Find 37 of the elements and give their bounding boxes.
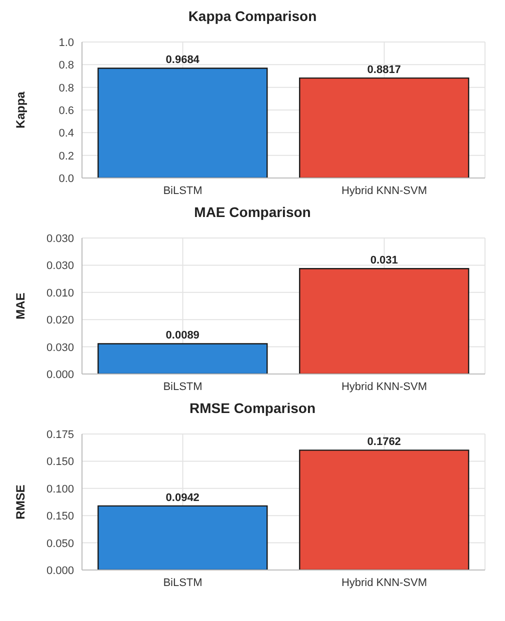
text: 0.000 [46, 369, 74, 381]
x-tick-label: Hybrid KNN-SVM [341, 576, 428, 589]
text: 0.0 [58, 173, 74, 185]
text: 0.150 [46, 456, 74, 468]
text: 0.175 [46, 429, 74, 441]
text: 0.030 [46, 233, 74, 245]
data-label: 0.0089 [166, 330, 200, 342]
data-label: 0.9684 [166, 54, 200, 66]
text: 0.150 [46, 510, 74, 523]
x-tick-label: BiLSTM [163, 576, 202, 589]
data-label: 0.031 [370, 254, 398, 267]
text: 1.0 [58, 37, 74, 49]
data-label: 0.0942 [166, 492, 200, 504]
text: 0.2 [58, 150, 74, 162]
data-label: 0.8817 [367, 64, 401, 76]
text: 0.010 [46, 287, 74, 300]
chart-title: RMSE Comparison [188, 400, 316, 416]
text: 0.050 [46, 538, 74, 550]
chart-title: MAE Comparison [193, 204, 312, 220]
text: 0.6 [58, 105, 74, 117]
text: 0.000 [46, 565, 74, 577]
text: 0.4 [58, 128, 74, 140]
text: 0.030 [46, 260, 74, 272]
x-tick-label: BiLSTM [163, 380, 202, 393]
y-axis-title: RMSE [13, 484, 28, 520]
x-tick-label: BiLSTM [163, 184, 202, 197]
x-tick-label: Hybrid KNN-SVM [341, 380, 428, 393]
y-axis-title: Kappa [13, 91, 28, 128]
text: 0.020 [46, 314, 74, 327]
text: 0.100 [46, 483, 74, 496]
text: 0.8 [58, 82, 74, 94]
y-axis-title: MAE [13, 292, 28, 320]
x-tick-label: Hybrid KNN-SVM [341, 184, 428, 197]
text: 0.030 [46, 342, 74, 354]
text: 0.8 [58, 60, 74, 72]
chart-title: Kappa Comparison [187, 8, 318, 24]
data-label: 0.1762 [367, 436, 401, 448]
